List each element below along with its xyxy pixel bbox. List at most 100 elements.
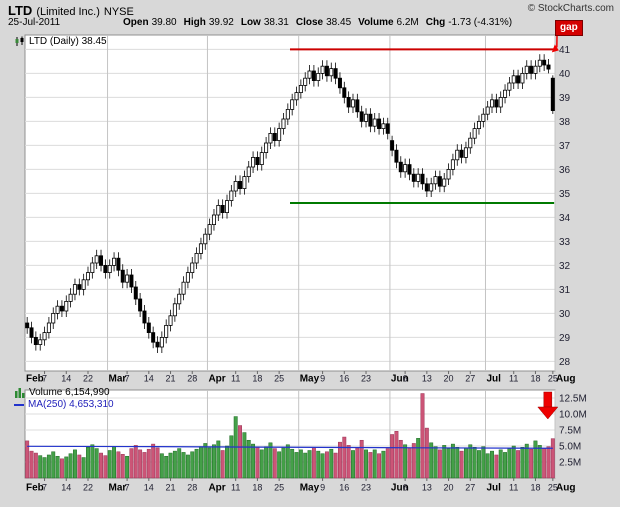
- svg-text:14: 14: [144, 483, 154, 493]
- volume-legend: Volume 6,154,990: [14, 387, 110, 398]
- volume-legend-text: Volume 6,154,990: [29, 387, 110, 398]
- quote-date: 25-Jul-2011: [8, 17, 61, 28]
- svg-text:Jul: Jul: [486, 374, 501, 385]
- svg-text:10.0M: 10.0M: [559, 410, 587, 421]
- svg-text:34: 34: [559, 213, 571, 224]
- svg-text:7.5M: 7.5M: [559, 426, 581, 437]
- ma-line-icon: [14, 403, 24, 406]
- svg-text:Apr: Apr: [208, 374, 225, 385]
- svg-text:9: 9: [320, 483, 325, 493]
- svg-text:25: 25: [548, 483, 558, 493]
- svg-text:25: 25: [274, 374, 284, 384]
- ma250-line: [27, 445, 553, 449]
- svg-text:May: May: [300, 374, 320, 385]
- close-value: 38.45: [326, 17, 352, 28]
- svg-text:30: 30: [559, 309, 571, 320]
- svg-text:16: 16: [339, 483, 349, 493]
- svg-text:14: 14: [61, 374, 71, 384]
- svg-text:11: 11: [231, 374, 240, 384]
- svg-text:41: 41: [559, 45, 571, 56]
- svg-text:13: 13: [422, 483, 432, 493]
- volume-label: Volume: [358, 17, 394, 28]
- ticker-symbol: LTD: [8, 3, 33, 18]
- svg-text:9: 9: [320, 374, 325, 384]
- svg-text:31: 31: [559, 285, 571, 296]
- svg-text:22: 22: [83, 374, 93, 384]
- svg-text:Jun: Jun: [391, 483, 409, 494]
- gridlines: [25, 35, 556, 478]
- volume-value: 6.2M: [396, 17, 419, 28]
- svg-text:13: 13: [422, 374, 432, 384]
- high-label: High: [183, 17, 206, 28]
- svg-text:Mar: Mar: [109, 483, 127, 494]
- company-name: (Limited Inc.): [36, 6, 100, 18]
- svg-text:20: 20: [444, 374, 454, 384]
- low-label: Low: [240, 17, 261, 28]
- svg-text:5.0M: 5.0M: [559, 442, 581, 453]
- axis-labels: 41 40 39 38 37 36 35 34 33 32 31 30 29 28 12.5M 10.0M 7.…: [26, 45, 587, 494]
- open-value: 39.80: [151, 17, 177, 28]
- svg-text:6: 6: [403, 483, 408, 493]
- svg-text:27: 27: [465, 374, 475, 384]
- svg-text:6: 6: [403, 374, 408, 384]
- svg-text:18: 18: [252, 483, 262, 493]
- svg-text:Jun: Jun: [391, 374, 409, 385]
- svg-text:11: 11: [509, 483, 518, 493]
- svg-text:2.5M: 2.5M: [559, 458, 581, 469]
- svg-text:36: 36: [559, 165, 571, 176]
- svg-text:Apr: Apr: [208, 483, 225, 494]
- svg-text:7: 7: [42, 374, 47, 384]
- exchange-name: NYSE: [103, 6, 134, 18]
- high-value: 39.92: [208, 17, 234, 28]
- chg-value: -1.73 (-4.31%): [448, 17, 513, 28]
- ma-legend: MA(250) 4,653,310: [14, 399, 114, 410]
- svg-text:Feb: Feb: [26, 374, 44, 385]
- svg-text:28: 28: [559, 357, 571, 368]
- svg-text:33: 33: [559, 237, 571, 248]
- svg-text:18: 18: [252, 374, 262, 384]
- svg-text:40: 40: [559, 69, 571, 80]
- svg-text:Feb: Feb: [26, 483, 44, 494]
- chg-label: Chg: [425, 17, 446, 28]
- price-panel-legend: LTD (Daily) 38.45: [14, 36, 107, 47]
- svg-text:37: 37: [559, 141, 571, 152]
- svg-text:25: 25: [548, 374, 558, 384]
- svg-text:22: 22: [83, 483, 93, 493]
- svg-text:Jul: Jul: [486, 483, 501, 494]
- svg-text:14: 14: [144, 374, 154, 384]
- svg-text:Aug: Aug: [556, 483, 575, 494]
- svg-text:39: 39: [559, 93, 571, 104]
- ma-legend-text: MA(250) 4,653,310: [28, 399, 114, 410]
- svg-text:20: 20: [444, 483, 454, 493]
- svg-text:28: 28: [187, 374, 197, 384]
- svg-text:Mar: Mar: [109, 374, 127, 385]
- svg-text:32: 32: [559, 261, 571, 272]
- svg-text:11: 11: [509, 374, 518, 384]
- svg-text:21: 21: [166, 374, 176, 384]
- copyright-text: © StockCharts.com: [527, 3, 614, 14]
- open-label: Open: [123, 17, 149, 28]
- gap-annotation-label: gap: [555, 20, 583, 36]
- svg-text:16: 16: [339, 374, 349, 384]
- chart-header: LTD (Limited Inc.) NYSE: [8, 2, 614, 18]
- candlestick-icon: [15, 36, 24, 46]
- svg-text:35: 35: [559, 189, 571, 200]
- svg-text:11: 11: [231, 483, 240, 493]
- svg-text:25: 25: [274, 483, 284, 493]
- svg-text:29: 29: [559, 333, 571, 344]
- svg-text:28: 28: [187, 483, 197, 493]
- svg-text:23: 23: [361, 483, 371, 493]
- svg-text:38: 38: [559, 117, 571, 128]
- close-label: Close: [295, 17, 324, 28]
- svg-text:12.5M: 12.5M: [559, 394, 587, 405]
- svg-text:7: 7: [125, 374, 130, 384]
- svg-text:7: 7: [125, 483, 130, 493]
- svg-text:14: 14: [61, 483, 71, 493]
- gap-arrow: [551, 35, 559, 53]
- svg-text:21: 21: [166, 483, 176, 493]
- svg-text:27: 27: [465, 483, 475, 493]
- svg-text:7: 7: [42, 483, 47, 493]
- quote-bar: 25-Jul-2011 Open 39.80 High 39.92 Low 38.31 Clo…: [8, 17, 614, 30]
- price-legend-text: LTD (Daily) 38.45: [29, 36, 107, 47]
